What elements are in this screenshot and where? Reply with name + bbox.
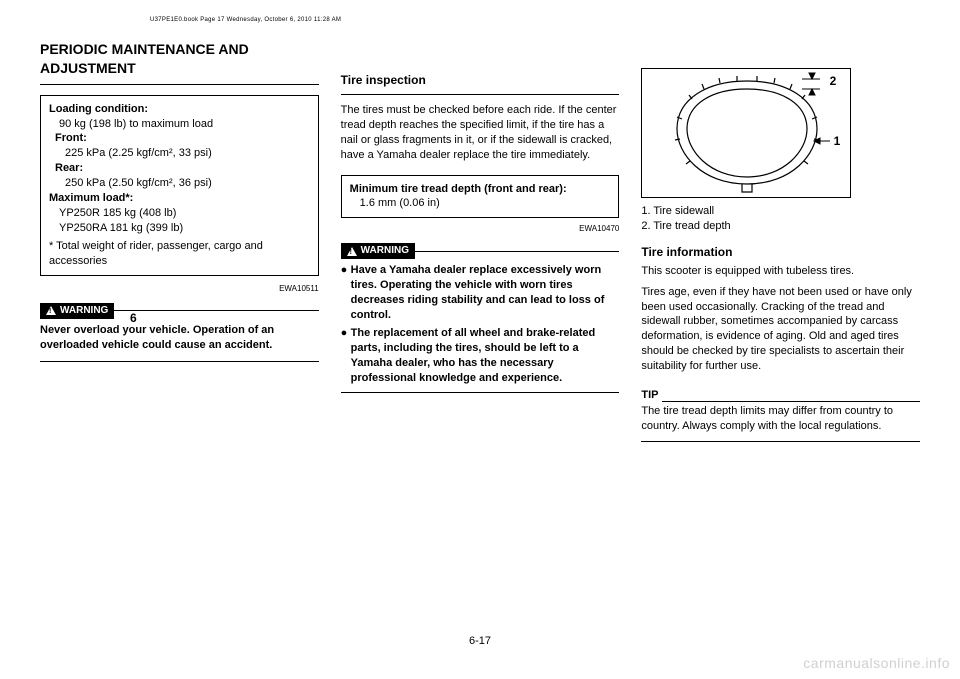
warning-icon-2: WARNING <box>341 243 415 259</box>
column-1: PERIODIC MAINTENANCE AND ADJUSTMENT Load… <box>40 40 319 450</box>
side-tab: 6 <box>130 310 137 326</box>
tread-depth-box: Minimum tire tread depth (front and rear… <box>341 175 620 219</box>
warning-rule-1 <box>114 310 318 311</box>
tip-label: TIP <box>641 388 662 402</box>
warning-end-rule-1 <box>40 361 319 362</box>
warning-text-1: Never overload your vehicle. Operation o… <box>40 323 319 353</box>
load-spec-box: Loading condition: 90 kg (198 lb) to max… <box>40 95 319 276</box>
warning-bullet-1-text: Have a Yamaha dealer replace excessively… <box>351 263 620 322</box>
tire-info-p1: This scooter is equipped with tubeless t… <box>641 264 920 279</box>
bullet-dot-icon: ● <box>341 326 351 385</box>
inspect-head-rule <box>341 94 620 95</box>
loading-condition-label: Loading condition: <box>49 102 310 117</box>
figure-legend-2: 2. Tire tread depth <box>641 219 920 234</box>
tread-depth-value: 1.6 mm (0.06 in) <box>350 196 611 211</box>
front-label: Front: <box>49 131 310 146</box>
column-3: 2 1 1. Tire sidewall 2. Tire tread depth… <box>641 40 920 450</box>
page-header: PERIODIC MAINTENANCE AND ADJUSTMENT <box>40 40 319 78</box>
tire-svg <box>642 69 852 199</box>
tire-cross-section-figure: 2 1 <box>641 68 851 198</box>
tip-end-rule <box>641 441 920 442</box>
warning-code-1: EWA10511 <box>40 284 319 295</box>
tire-inspection-heading: Tire inspection <box>341 72 620 88</box>
column-2: Tire inspection The tires must be checke… <box>341 40 620 450</box>
maxload-note: * Total weight of rider, passenger, carg… <box>49 239 310 269</box>
tip-bar: TIP <box>641 388 920 402</box>
warning-bar-1: WARNING <box>40 303 319 319</box>
print-header: U37PE1E0.book Page 17 Wednesday, October… <box>150 16 341 24</box>
warning-label-text-1: WARNING <box>60 304 108 318</box>
figure-callout-1: 1 <box>834 133 841 149</box>
warning-label-text-2: WARNING <box>361 244 409 258</box>
rear-value: 250 kPa (2.50 kgf/cm², 36 psi) <box>49 176 310 191</box>
warning-bullet-2-text: The replacement of all wheel and brake-r… <box>351 326 620 385</box>
warning-end-rule-2 <box>341 392 620 393</box>
tip-text: The tire tread depth limits may differ f… <box>641 404 920 434</box>
header-rule <box>40 84 319 85</box>
page-body: PERIODIC MAINTENANCE AND ADJUSTMENT Load… <box>0 0 960 470</box>
tip-rule <box>662 392 920 402</box>
warning-triangle-icon <box>347 247 357 256</box>
bullet-dot-icon: ● <box>341 263 351 322</box>
tire-inspection-text: The tires must be checked before each ri… <box>341 103 620 162</box>
front-value: 225 kPa (2.25 kgf/cm², 33 psi) <box>49 146 310 161</box>
maxload-value: YP250R 185 kg (408 lb) YP250RA 181 kg (3… <box>49 206 310 236</box>
watermark: carmanualsonline.info <box>803 654 950 673</box>
warning-icon-1: WARNING <box>40 303 114 319</box>
tread-depth-label: Minimum tire tread depth (front and rear… <box>350 182 611 197</box>
page-number: 6-17 <box>469 634 491 649</box>
tire-info-p2: Tires age, even if they have not been us… <box>641 285 920 374</box>
tire-info-heading: Tire information <box>641 244 920 260</box>
figure-legend-1: 1. Tire sidewall <box>641 204 920 219</box>
loading-condition-value: 90 kg (198 lb) to maximum load <box>49 117 310 132</box>
rear-label: Rear: <box>49 161 310 176</box>
warning-rule-2 <box>415 251 619 252</box>
maxload-label: Maximum load*: <box>49 191 310 206</box>
figure-callout-2: 2 <box>830 73 837 89</box>
warning-bar-2: WARNING <box>341 243 620 259</box>
warning-code-2: EWA10470 <box>341 224 620 235</box>
warning-triangle-icon <box>46 306 56 315</box>
warning-bullet-1: ● Have a Yamaha dealer replace excessive… <box>341 263 620 322</box>
warning-bullet-2: ● The replacement of all wheel and brake… <box>341 326 620 385</box>
